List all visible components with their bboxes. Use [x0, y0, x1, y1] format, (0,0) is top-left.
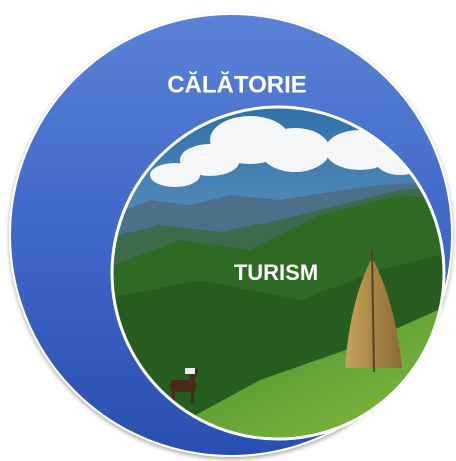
diagram: CĂLĂTORIE TURISM — [0, 0, 456, 461]
inner-label: TURISM — [234, 260, 318, 285]
outer-label: CĂLĂTORIE — [167, 70, 307, 98]
